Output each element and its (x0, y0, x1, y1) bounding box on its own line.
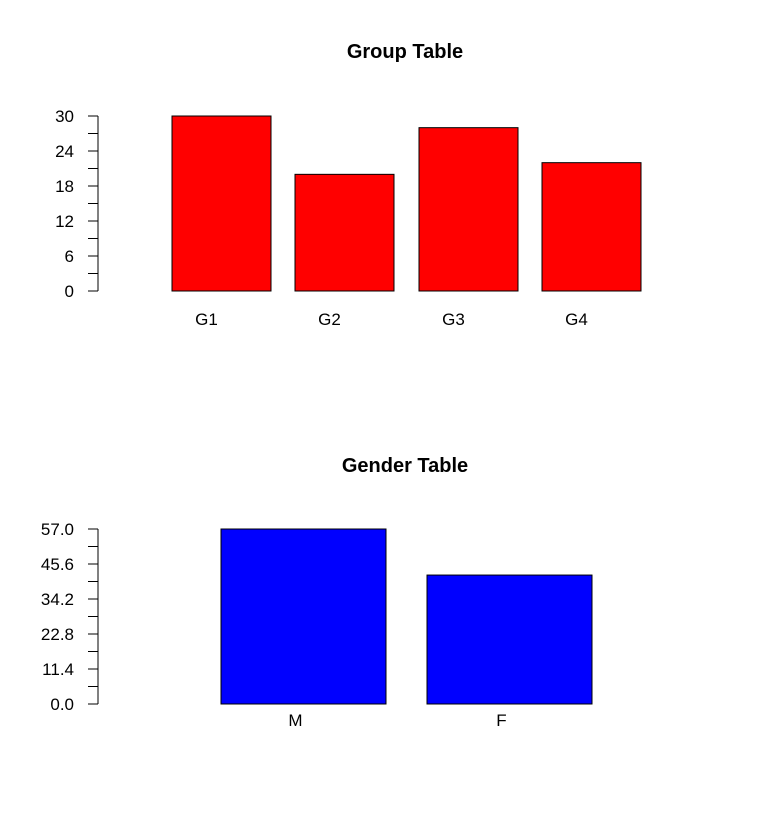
y-tick-label: 6 (65, 247, 74, 266)
y-tick-label: 0.0 (50, 695, 74, 714)
y-tick-label: 12 (55, 212, 74, 231)
y-tick-label: 11.4 (42, 660, 74, 679)
x-category-label: G3 (442, 310, 465, 329)
x-category-label: G4 (565, 310, 588, 329)
x-category-label: F (496, 711, 506, 730)
x-category-label: M (288, 711, 302, 730)
y-tick-label: 22.8 (41, 625, 74, 644)
y-tick-label: 30 (55, 107, 74, 126)
x-category-label: G1 (195, 310, 218, 329)
bar-g4 (541, 162, 642, 292)
bar-g1 (171, 115, 272, 292)
x-category-label: G2 (318, 310, 341, 329)
group-table-chart: Group Table 0 6 12 18 24 30 G1 G2 G3 G4 (55, 41, 642, 329)
y-tick-label: 18 (55, 177, 74, 196)
bar-f (426, 574, 593, 705)
y-tick-label: 45.6 (41, 555, 74, 574)
gender-table-chart: Gender Table 0.0 11.4 22.8 34.2 45.6 57.0 M F (41, 455, 593, 730)
bar-g2 (294, 173, 395, 292)
bar-m (220, 528, 387, 705)
chart-title: Gender Table (342, 455, 468, 477)
y-tick-label: 24 (55, 142, 74, 161)
y-tick-label: 0 (65, 282, 74, 301)
bar-g3 (418, 127, 519, 292)
y-tick-label: 57.0 (41, 520, 74, 539)
y-tick-label: 34.2 (41, 590, 74, 609)
chart-title: Group Table (347, 41, 463, 63)
